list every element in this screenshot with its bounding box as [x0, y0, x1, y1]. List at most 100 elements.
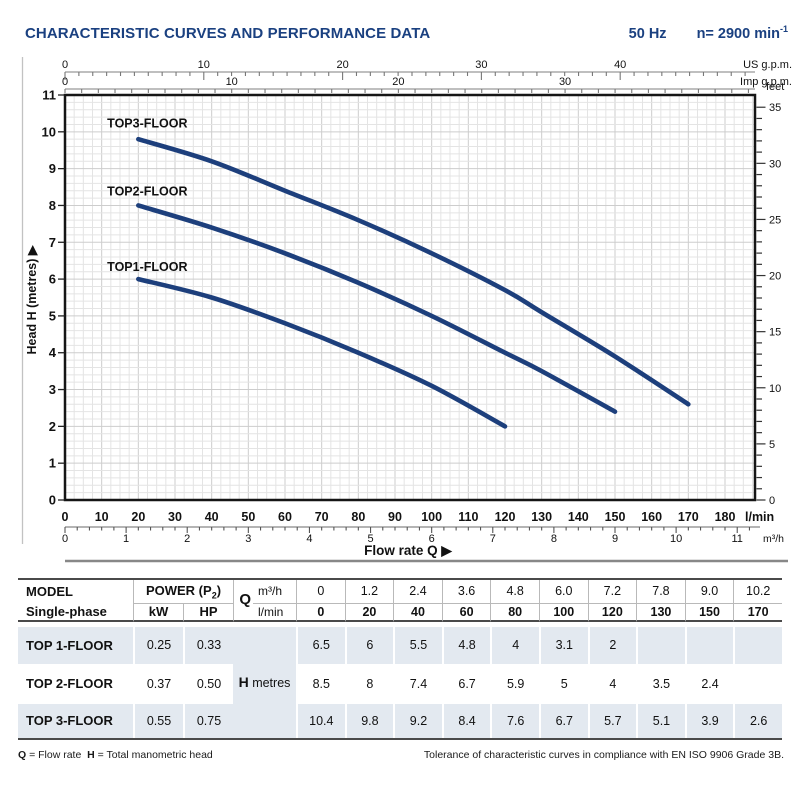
lmin-tick-label: 180	[715, 510, 736, 524]
usgpm-tick-label: 10	[198, 59, 210, 71]
head-tick-label: 1	[49, 456, 56, 471]
usgpm-unit-label: US g.p.m.	[743, 59, 792, 71]
legend-note: Q = Flow rate H = Total manometric head	[18, 748, 213, 761]
usgpm-tick-label: 20	[336, 59, 348, 71]
model-header: MODEL	[26, 583, 73, 599]
impgpm-tick-label: 30	[559, 76, 571, 88]
m3h-tick-label: 9	[612, 533, 618, 545]
feet-unit-label: feet	[766, 81, 784, 93]
page-title: CHARACTERISTIC CURVES AND PERFORMANCE DA…	[25, 24, 431, 42]
h-value-cell: 6	[344, 626, 394, 664]
h-value-cell: 7.6	[490, 700, 539, 738]
motor-rating: 50 Hz n= 2900 min-1	[629, 24, 788, 42]
usgpm-tick-label: 30	[475, 59, 487, 71]
h-value-cell	[733, 626, 782, 664]
model-cell: TOP 2-FLOOR	[18, 663, 133, 701]
frequency-label: 50 Hz	[628, 25, 667, 42]
q-value-lmin: 20	[344, 602, 394, 622]
q-unit-lmin: l/min	[253, 602, 296, 622]
power-header: POWER (P2)	[133, 579, 233, 603]
q-value-m3h: 7.2	[587, 579, 637, 603]
lmin-tick-label: 50	[241, 510, 255, 524]
q-value-m3h: 10.2	[733, 579, 782, 603]
q-value-lmin: 170	[733, 602, 782, 622]
h-value-cell: 4	[587, 663, 637, 701]
lmin-tick-label: 80	[351, 510, 365, 524]
q-value-m3h: 3.6	[441, 579, 491, 603]
feet-tick-label: 0	[769, 495, 775, 507]
lmin-tick-label: 70	[315, 510, 329, 524]
lmin-tick-label: 30	[168, 510, 182, 524]
head-tick-label: 4	[49, 345, 57, 360]
lmin-tick-label: 170	[678, 510, 699, 524]
model-subheader: Single-phase	[18, 603, 133, 622]
model-cell: TOP 1-FLOOR	[18, 626, 133, 664]
curve-TOP2-FLOOR	[136, 202, 618, 414]
speed-label: n= 2900 min-1	[696, 24, 788, 42]
head-tick-label: 10	[42, 124, 56, 139]
h-value-cell	[636, 626, 685, 664]
impgpm-unit-label: Imp g.p.m.	[740, 76, 792, 88]
q-value-m3h: 6.0	[538, 579, 588, 603]
head-tick-label: 7	[49, 235, 56, 250]
x-axis-title: Flow rate Q ▶	[364, 543, 453, 558]
m3h-tick-label: 2	[184, 533, 190, 545]
h-value-cell: 5	[538, 663, 588, 701]
h-value-cell: 6.7	[538, 700, 588, 738]
m3h-tick-label: 0	[62, 533, 68, 545]
m3h-tick-label: 10	[670, 533, 682, 545]
curve-TOP3-FLOOR	[136, 136, 691, 407]
m3h-tick-label: 3	[245, 533, 251, 545]
q-value-lmin: 60	[441, 602, 491, 622]
m3h-tick-label: 11	[732, 533, 743, 545]
lmin-tick-label: 150	[605, 510, 626, 524]
performance-chart: 0 10 20 30 40 US g.p.m.0 10 20 30 Imp g.p.m.feet0…	[21, 56, 792, 563]
h-value-cell: 3.5	[636, 663, 685, 701]
kw-cell: 0.55	[133, 700, 183, 738]
feet-tick-label: 15	[769, 326, 781, 338]
lmin-tick-label: 110	[458, 510, 478, 524]
curve-TOP1-FLOOR	[136, 276, 508, 429]
usgpm-tick-label: 0	[62, 59, 68, 71]
tolerance-note: Tolerance of characteristic curves in co…	[423, 748, 784, 761]
h-value-cell: 5.5	[393, 626, 442, 664]
feet-tick-label: 30	[769, 158, 781, 170]
feet-tick-label: 25	[769, 214, 781, 226]
feet-tick-label: 20	[769, 270, 781, 282]
feet-tick-label: 5	[769, 439, 775, 451]
feet-tick-label: 10	[769, 383, 781, 395]
h-value-cell: 8	[344, 663, 394, 701]
h-value-cell: 2.4	[684, 663, 734, 701]
h-value-cell: 8.4	[441, 700, 491, 738]
h-value-cell: 2.6	[733, 700, 782, 738]
kw-cell: 0.37	[133, 663, 183, 701]
head-tick-label: 5	[49, 308, 56, 323]
h-value-cell: 5.1	[636, 700, 685, 738]
q-value-m3h: 9.0	[684, 579, 734, 603]
curve-label-TOP3-FLOOR: TOP3-FLOOR	[107, 116, 187, 130]
h-value-cell: 8.5	[296, 663, 345, 701]
lmin-tick-label: 160	[641, 510, 662, 524]
y-axis-title: Head H (metres) ▶	[25, 244, 39, 354]
m3h-tick-label: 6	[429, 533, 435, 545]
lmin-tick-label: 60	[278, 510, 292, 524]
head-tick-label: 3	[49, 382, 56, 397]
h-value-cell: 3.9	[684, 700, 734, 738]
footnotes: Q = Flow rate H = Total manometric head …	[18, 749, 784, 761]
q-value-m3h: 1.2	[344, 579, 394, 603]
q-value-lmin: 100	[538, 602, 588, 622]
hp-cell: 0.50	[183, 663, 233, 701]
lmin-tick-label: 0	[62, 510, 69, 524]
q-value-lmin: 80	[490, 602, 539, 622]
h-label-cell: H metres	[233, 626, 296, 738]
m3h-tick-label: 5	[367, 533, 373, 545]
head-tick-label: 11	[42, 87, 56, 102]
q-value-lmin: 120	[587, 602, 637, 622]
h-value-cell	[684, 626, 734, 664]
lmin-tick-label: 130	[531, 510, 552, 524]
m3h-tick-label: 8	[551, 533, 557, 545]
q-value-m3h: 4.8	[490, 579, 539, 603]
h-value-cell: 10.4	[296, 700, 345, 738]
lmin-unit-label: l/min	[745, 510, 774, 524]
h-value-cell: 5.9	[490, 663, 539, 701]
